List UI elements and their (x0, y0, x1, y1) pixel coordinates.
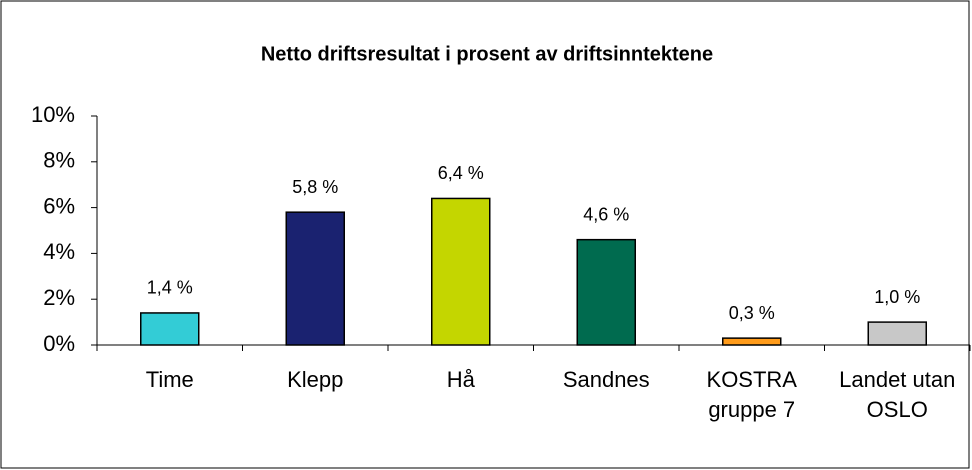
value-label: 5,8 % (292, 177, 338, 197)
y-tick-label: 10% (31, 102, 75, 127)
y-tick-label: 4% (43, 239, 75, 264)
bar (140, 312, 200, 346)
bar (722, 337, 782, 346)
x-tick-label: Landet utan OSLO (839, 367, 956, 422)
chart-title: Netto driftsresultat i prosent av drifts… (261, 43, 713, 65)
y-tick-label: 8% (43, 148, 75, 173)
value-label: 6,4 % (438, 163, 484, 183)
bar (576, 238, 636, 346)
y-tick-label: 0% (43, 331, 75, 356)
x-tick-label: Time (145, 367, 194, 392)
bar (431, 197, 491, 346)
y-tick-label: 6% (43, 193, 75, 218)
value-label: 1,0 % (874, 287, 920, 307)
bar (285, 211, 345, 346)
x-tick-label: KOSTRA gruppe 7 (706, 367, 797, 422)
y-tick-label: 2% (43, 285, 75, 310)
value-label: 4,6 % (583, 204, 629, 224)
x-tick-label: Hå (446, 367, 475, 392)
value-label: 1,4 % (147, 278, 193, 298)
bar (867, 321, 927, 346)
x-tick-label: Sandnes (562, 367, 650, 392)
value-label: 0,3 % (729, 303, 775, 323)
x-tick-label: Klepp (287, 367, 344, 392)
